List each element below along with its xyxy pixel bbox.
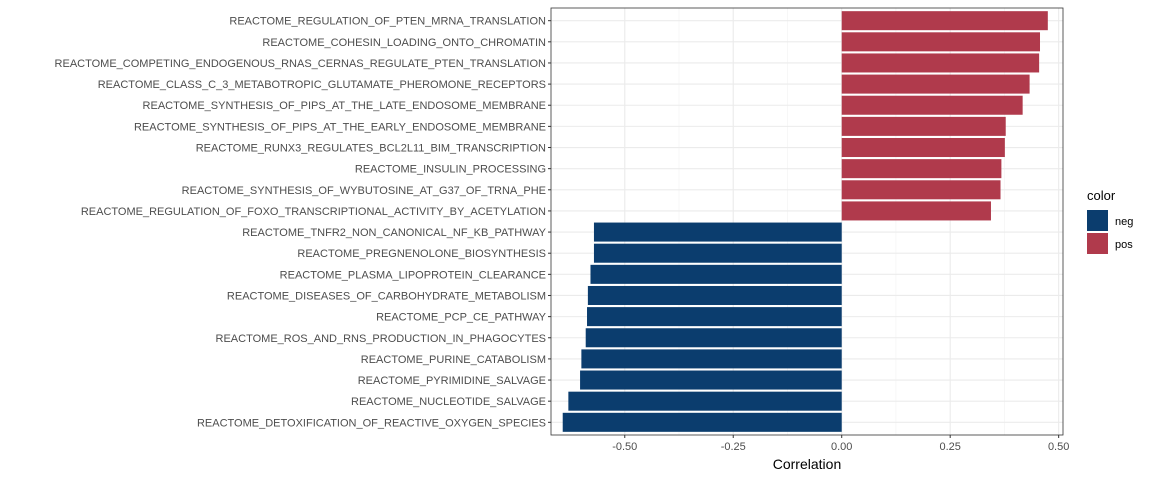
bar-pos — [841, 201, 991, 221]
y-tick-label: REACTOME_REGULATION_OF_PTEN_MRNA_TRANSLA… — [229, 16, 546, 28]
x-tick-label: 0.50 — [1048, 441, 1069, 453]
x-axis: -0.50 -0.25 0.00 0.25 0.50 — [612, 435, 1069, 453]
y-tick-label: REACTOME_COMPETING_ENDOGENOUS_RNAS_CERNA… — [55, 58, 546, 70]
y-tick-label: REACTOME_CLASS_C_3_METABOTROPIC_GLUTAMAT… — [98, 79, 546, 91]
bar-neg — [580, 370, 842, 390]
legend-key-neg — [1087, 210, 1108, 231]
bar-neg — [593, 243, 842, 263]
legend-title: color — [1087, 188, 1116, 203]
y-tick-label: REACTOME_SYNTHESIS_OF_WYBUTOSINE_AT_G37_… — [182, 185, 546, 197]
bar-neg — [568, 391, 842, 411]
bar-neg — [581, 349, 842, 369]
x-tick-label: 0.25 — [939, 441, 960, 453]
bar-pos — [841, 32, 1041, 52]
x-tick-label: -0.50 — [612, 441, 637, 453]
bar-pos — [841, 180, 1001, 200]
bar-pos — [841, 116, 1006, 136]
x-tick-label: 0.00 — [831, 441, 852, 453]
bar-neg — [587, 307, 842, 327]
legend-label-pos: pos — [1115, 239, 1133, 251]
y-tick-label: REACTOME_TNFR2_NON_CANONICAL_NF_KB_PATHW… — [242, 227, 546, 239]
legend: color neg pos — [1087, 188, 1133, 254]
y-tick-label: REACTOME_SYNTHESIS_OF_PIPS_AT_THE_LATE_E… — [143, 100, 546, 112]
bar-pos — [841, 11, 1048, 31]
bar-pos — [841, 74, 1030, 94]
bar-pos — [841, 95, 1023, 115]
bar-neg — [562, 412, 842, 432]
bar-neg — [585, 328, 842, 348]
legend-label-neg: neg — [1115, 216, 1133, 228]
y-tick-label: REACTOME_SYNTHESIS_OF_PIPS_AT_THE_EARLY_… — [134, 121, 546, 133]
y-tick-label: REACTOME_PCP_CE_PATHWAY — [376, 312, 547, 324]
bar-neg — [593, 222, 842, 242]
y-tick-label: REACTOME_RUNX3_REGULATES_BCL2L11_BIM_TRA… — [196, 143, 546, 155]
x-tick-label: -0.25 — [721, 441, 746, 453]
y-tick-label: REACTOME_ROS_AND_RNS_PRODUCTION_IN_PHAGO… — [216, 333, 546, 345]
bar-pos — [841, 159, 1002, 179]
y-axis: REACTOME_REGULATION_OF_PTEN_MRNA_TRANSLA… — [55, 16, 551, 429]
y-tick-label: REACTOME_COHESIN_LOADING_ONTO_CHROMATIN — [262, 37, 546, 49]
y-tick-label: REACTOME_PLASMA_LIPOPROTEIN_CLEARANCE — [280, 269, 546, 281]
bar-pos — [841, 53, 1040, 73]
y-tick-label: REACTOME_DISEASES_OF_CARBOHYDRATE_METABO… — [227, 290, 546, 302]
legend-key-pos — [1087, 233, 1108, 254]
bar-pos — [841, 138, 1005, 158]
y-tick-label: REACTOME_PYRIMIDINE_SALVAGE — [358, 375, 546, 387]
y-tick-label: REACTOME_NUCLEOTIDE_SALVAGE — [351, 396, 546, 408]
panel-border — [550, 7, 1064, 436]
y-tick-label: REACTOME_PREGNENOLONE_BIOSYNTHESIS — [297, 248, 546, 260]
x-axis-title: Correlation — [773, 456, 841, 472]
y-tick-label: REACTOME_REGULATION_OF_FOXO_TRANSCRIPTIO… — [81, 206, 546, 218]
bar-neg — [590, 264, 842, 284]
y-tick-label: REACTOME_PURINE_CATABOLISM — [361, 354, 546, 366]
y-tick-label: REACTOME_DETOXIFICATION_OF_REACTIVE_OXYG… — [197, 417, 546, 429]
y-tick-label: REACTOME_INSULIN_PROCESSING — [355, 164, 546, 176]
bars — [562, 11, 1048, 432]
bar-neg — [587, 285, 842, 305]
